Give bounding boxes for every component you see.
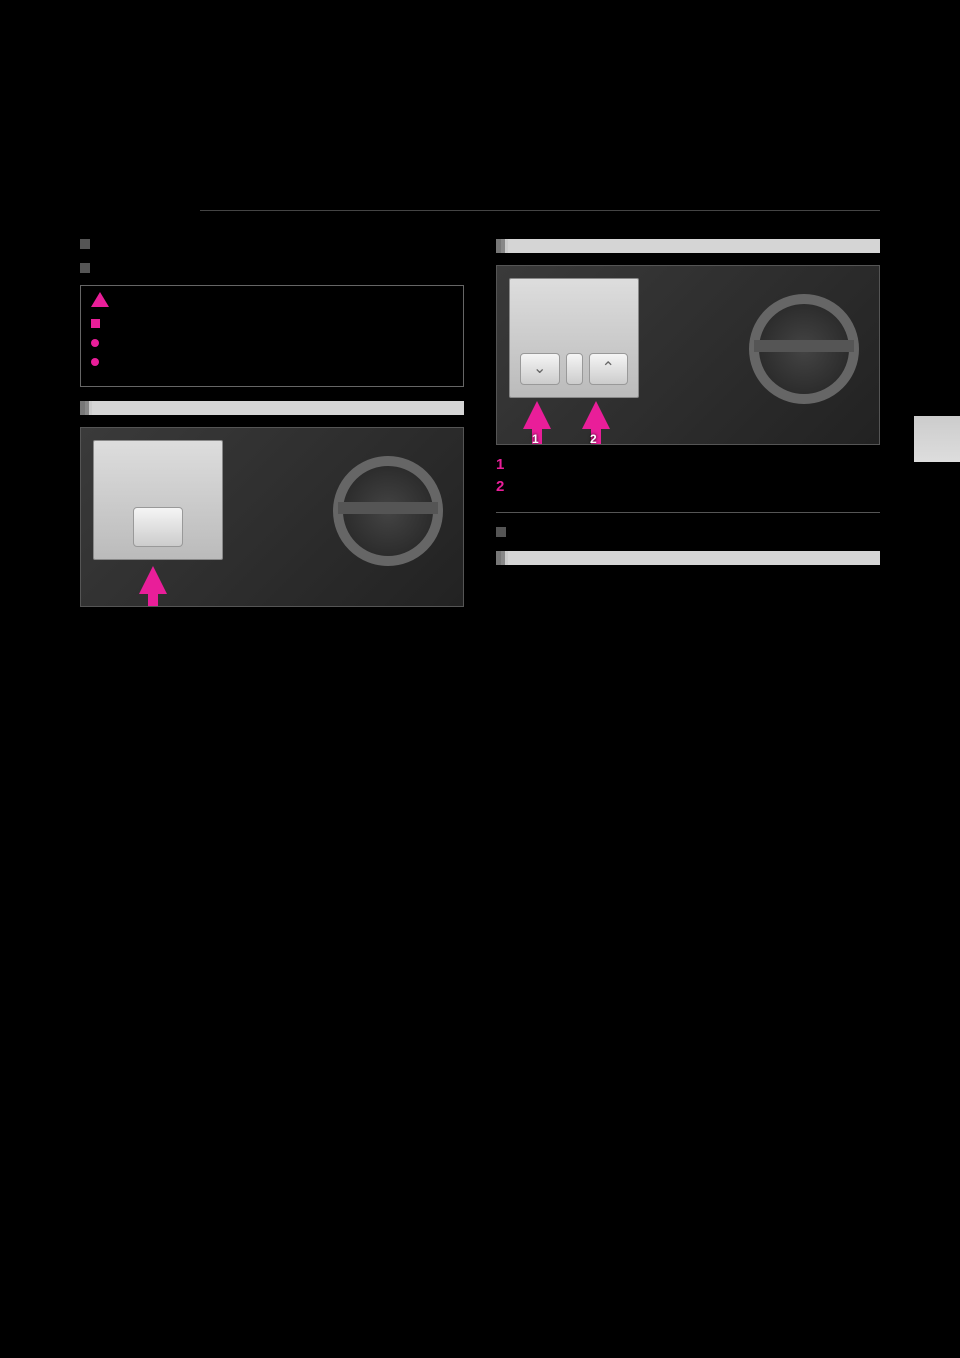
arrow-stem (148, 590, 158, 607)
steering-wheel-icon (333, 456, 443, 566)
square-marker-icon (80, 263, 90, 273)
square-marker-icon (91, 319, 100, 328)
warning-title-row (81, 286, 463, 311)
step-list: 1 2 (496, 455, 880, 498)
subhead-brightness-adj (496, 523, 880, 537)
subhead-outside-temp (80, 235, 464, 249)
step-item: 1 (496, 455, 880, 475)
section-heading-changing-display (496, 551, 880, 565)
chevron-down-icon: ⌄ (533, 358, 546, 380)
left-column (80, 225, 464, 617)
callout-number-1: 1 (532, 431, 539, 445)
steering-wheel-icon (749, 294, 859, 404)
chevron-up-icon: ⌃ (602, 358, 615, 380)
warning-body (81, 311, 463, 386)
step-number: 1 (496, 455, 510, 475)
chapter-tab (914, 416, 960, 462)
illustration-brightness: ⌄ ⌃ 1 2 (496, 265, 880, 445)
brightness-icon-button (566, 353, 583, 385)
section-heading-odo-trip (80, 401, 464, 415)
dimmer-up-button: ⌃ (589, 353, 629, 385)
bullet-dot-icon (91, 339, 99, 347)
switch-panel: ⌄ ⌃ (509, 278, 639, 398)
warning-triangle-icon (91, 292, 109, 307)
odo-trip-button (133, 507, 183, 547)
step-item: 2 (496, 477, 880, 497)
section-heading-brightness (496, 239, 880, 253)
horizontal-rule (496, 512, 880, 513)
dimmer-down-button: ⌄ (520, 353, 560, 385)
arrow-up-icon (582, 401, 610, 429)
manual-page: ⌄ ⌃ 1 2 1 2 (0, 0, 960, 667)
warning-bullet (91, 353, 453, 366)
warning-subhead (91, 315, 453, 328)
bullet-dot-icon (91, 358, 99, 366)
warning-bullet (91, 334, 453, 347)
switch-panel (93, 440, 223, 560)
square-marker-icon (496, 527, 506, 537)
callout-number-2: 2 (590, 431, 597, 445)
step-number: 2 (496, 477, 510, 497)
button-row: ⌄ ⌃ (520, 353, 628, 385)
header-rule (200, 210, 880, 211)
square-marker-icon (80, 239, 90, 249)
subhead-lcd (80, 259, 464, 273)
warning-box (80, 285, 464, 387)
arrow-up-icon (523, 401, 551, 429)
content-columns: ⌄ ⌃ 1 2 1 2 (80, 225, 880, 617)
right-column: ⌄ ⌃ 1 2 1 2 (496, 225, 880, 617)
illustration-odo-trip (80, 427, 464, 607)
